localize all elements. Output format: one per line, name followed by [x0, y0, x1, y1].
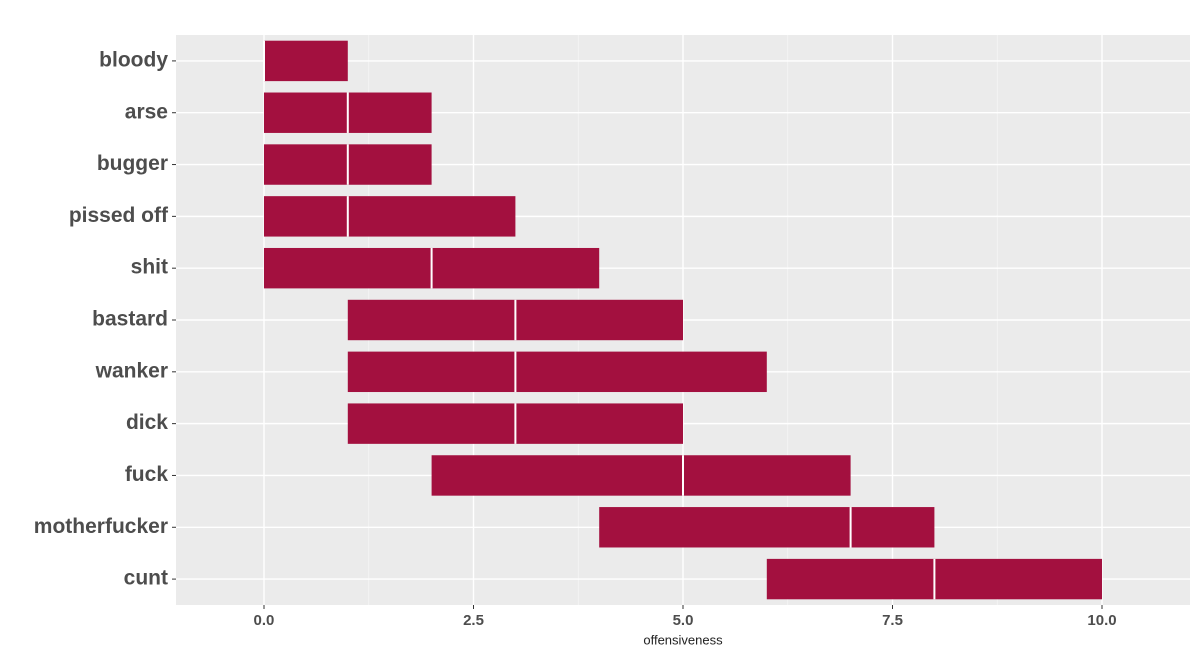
x-axis-title: offensiveness	[643, 632, 723, 647]
marks	[262, 40, 1103, 600]
y-tick-label: arse	[125, 100, 168, 123]
iqr-box	[347, 351, 767, 393]
y-tick-label: bloody	[99, 48, 168, 71]
x-tick-label: 0.0	[254, 612, 275, 629]
y-tick-label: bugger	[97, 152, 168, 175]
y-tick-label: motherfucker	[34, 515, 168, 538]
y-tick-label: wanker	[95, 359, 168, 382]
iqr-box	[431, 455, 851, 496]
y-tick-label: cunt	[124, 567, 168, 590]
y-tick-label: shit	[131, 256, 168, 279]
x-tick-label: 10.0	[1087, 612, 1116, 629]
y-tick-label: dick	[126, 411, 168, 434]
y-tick-label: fuck	[125, 463, 169, 486]
iqr-box	[599, 507, 935, 548]
y-tick-label: pissed off	[69, 204, 169, 227]
axes: 0.0 2.5 5.0 7.5 10.0 bloody arse bugger pissed o…	[34, 48, 1117, 629]
x-tick-label: 2.5	[463, 612, 484, 629]
iqr-box	[263, 40, 348, 82]
iqr-box	[263, 196, 516, 237]
y-tick-label: bastard	[92, 308, 168, 331]
x-tick-label: 7.5	[882, 612, 903, 629]
x-tick-label: 5.0	[673, 612, 694, 629]
